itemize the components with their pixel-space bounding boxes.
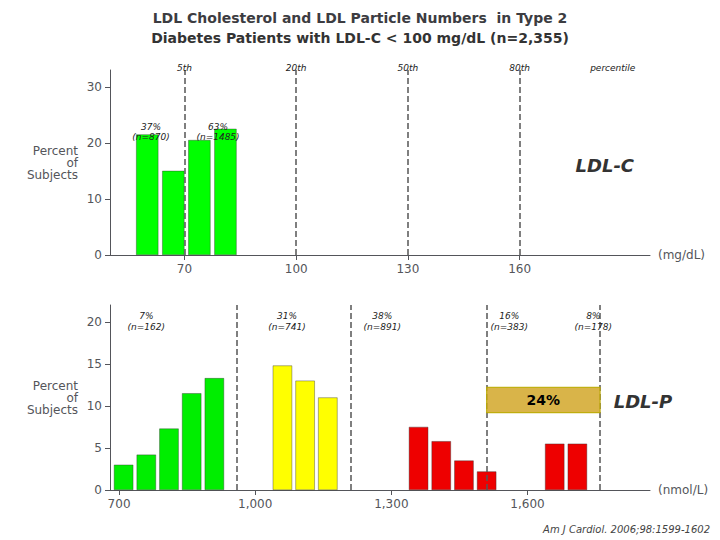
svg-text:LDL-C: LDL-C	[576, 155, 635, 176]
svg-text:5: 5	[94, 441, 102, 455]
svg-text:(n=178): (n=178)	[575, 322, 612, 332]
svg-text:37%: 37%	[141, 122, 161, 132]
svg-text:of: of	[66, 390, 78, 405]
svg-text:(nmol/L): (nmol/L)	[658, 483, 708, 497]
svg-text:24%: 24%	[527, 392, 561, 408]
svg-text:20: 20	[87, 315, 102, 329]
svg-text:63%: 63%	[208, 122, 228, 132]
svg-text:(n=870): (n=870)	[132, 132, 169, 142]
svg-text:(n=741): (n=741)	[268, 322, 305, 332]
svg-text:(n=162): (n=162)	[128, 322, 165, 332]
svg-text:160: 160	[508, 262, 531, 276]
svg-text:38%: 38%	[372, 311, 392, 321]
svg-text:1,300: 1,300	[374, 497, 408, 511]
svg-text:Subjects: Subjects	[27, 168, 78, 182]
svg-text:of: of	[66, 155, 78, 170]
svg-text:31%: 31%	[277, 311, 297, 321]
svg-text:1,600: 1,600	[510, 497, 544, 511]
svg-text:Percent: Percent	[32, 378, 78, 393]
svg-text:Diabetes Patients with LDL-C <: Diabetes Patients with LDL-C < 100 mg/dL…	[151, 30, 569, 46]
svg-text:130: 130	[396, 262, 419, 276]
svg-text:7%: 7%	[139, 311, 153, 321]
svg-text:16%: 16%	[499, 311, 519, 321]
svg-text:Subjects: Subjects	[27, 403, 78, 417]
svg-text:15: 15	[87, 357, 102, 371]
svg-text:LDL Cholesterol and LDL Partic: LDL Cholesterol and LDL Particle Numbers…	[153, 10, 568, 26]
svg-text:100: 100	[285, 262, 308, 276]
svg-text:(mg/dL): (mg/dL)	[658, 248, 705, 262]
svg-text:10: 10	[87, 192, 102, 206]
svg-text:percentile: percentile	[589, 63, 636, 73]
svg-text:30: 30	[87, 80, 102, 94]
svg-text:70: 70	[177, 262, 192, 276]
svg-text:Percent: Percent	[32, 143, 78, 158]
svg-text:5th: 5th	[177, 63, 192, 73]
svg-text:10: 10	[87, 399, 102, 413]
svg-text:20: 20	[87, 136, 102, 150]
svg-text:(n=891): (n=891)	[364, 322, 401, 332]
svg-text:50th: 50th	[398, 63, 419, 73]
svg-text:1,000: 1,000	[238, 497, 272, 511]
svg-text:80th: 80th	[509, 63, 530, 73]
svg-text:LDL-P: LDL-P	[614, 391, 673, 412]
svg-text:8%: 8%	[586, 311, 600, 321]
svg-text:0: 0	[94, 248, 102, 262]
svg-text:(n=383): (n=383)	[491, 322, 528, 332]
svg-text:Am J Cardiol. 2006;98:1599-160: Am J Cardiol. 2006;98:1599-1602	[542, 524, 710, 535]
svg-text:20th: 20th	[286, 63, 307, 73]
svg-text:(n=1485): (n=1485)	[196, 132, 239, 142]
svg-text:700: 700	[108, 497, 131, 511]
svg-text:0: 0	[94, 483, 102, 497]
